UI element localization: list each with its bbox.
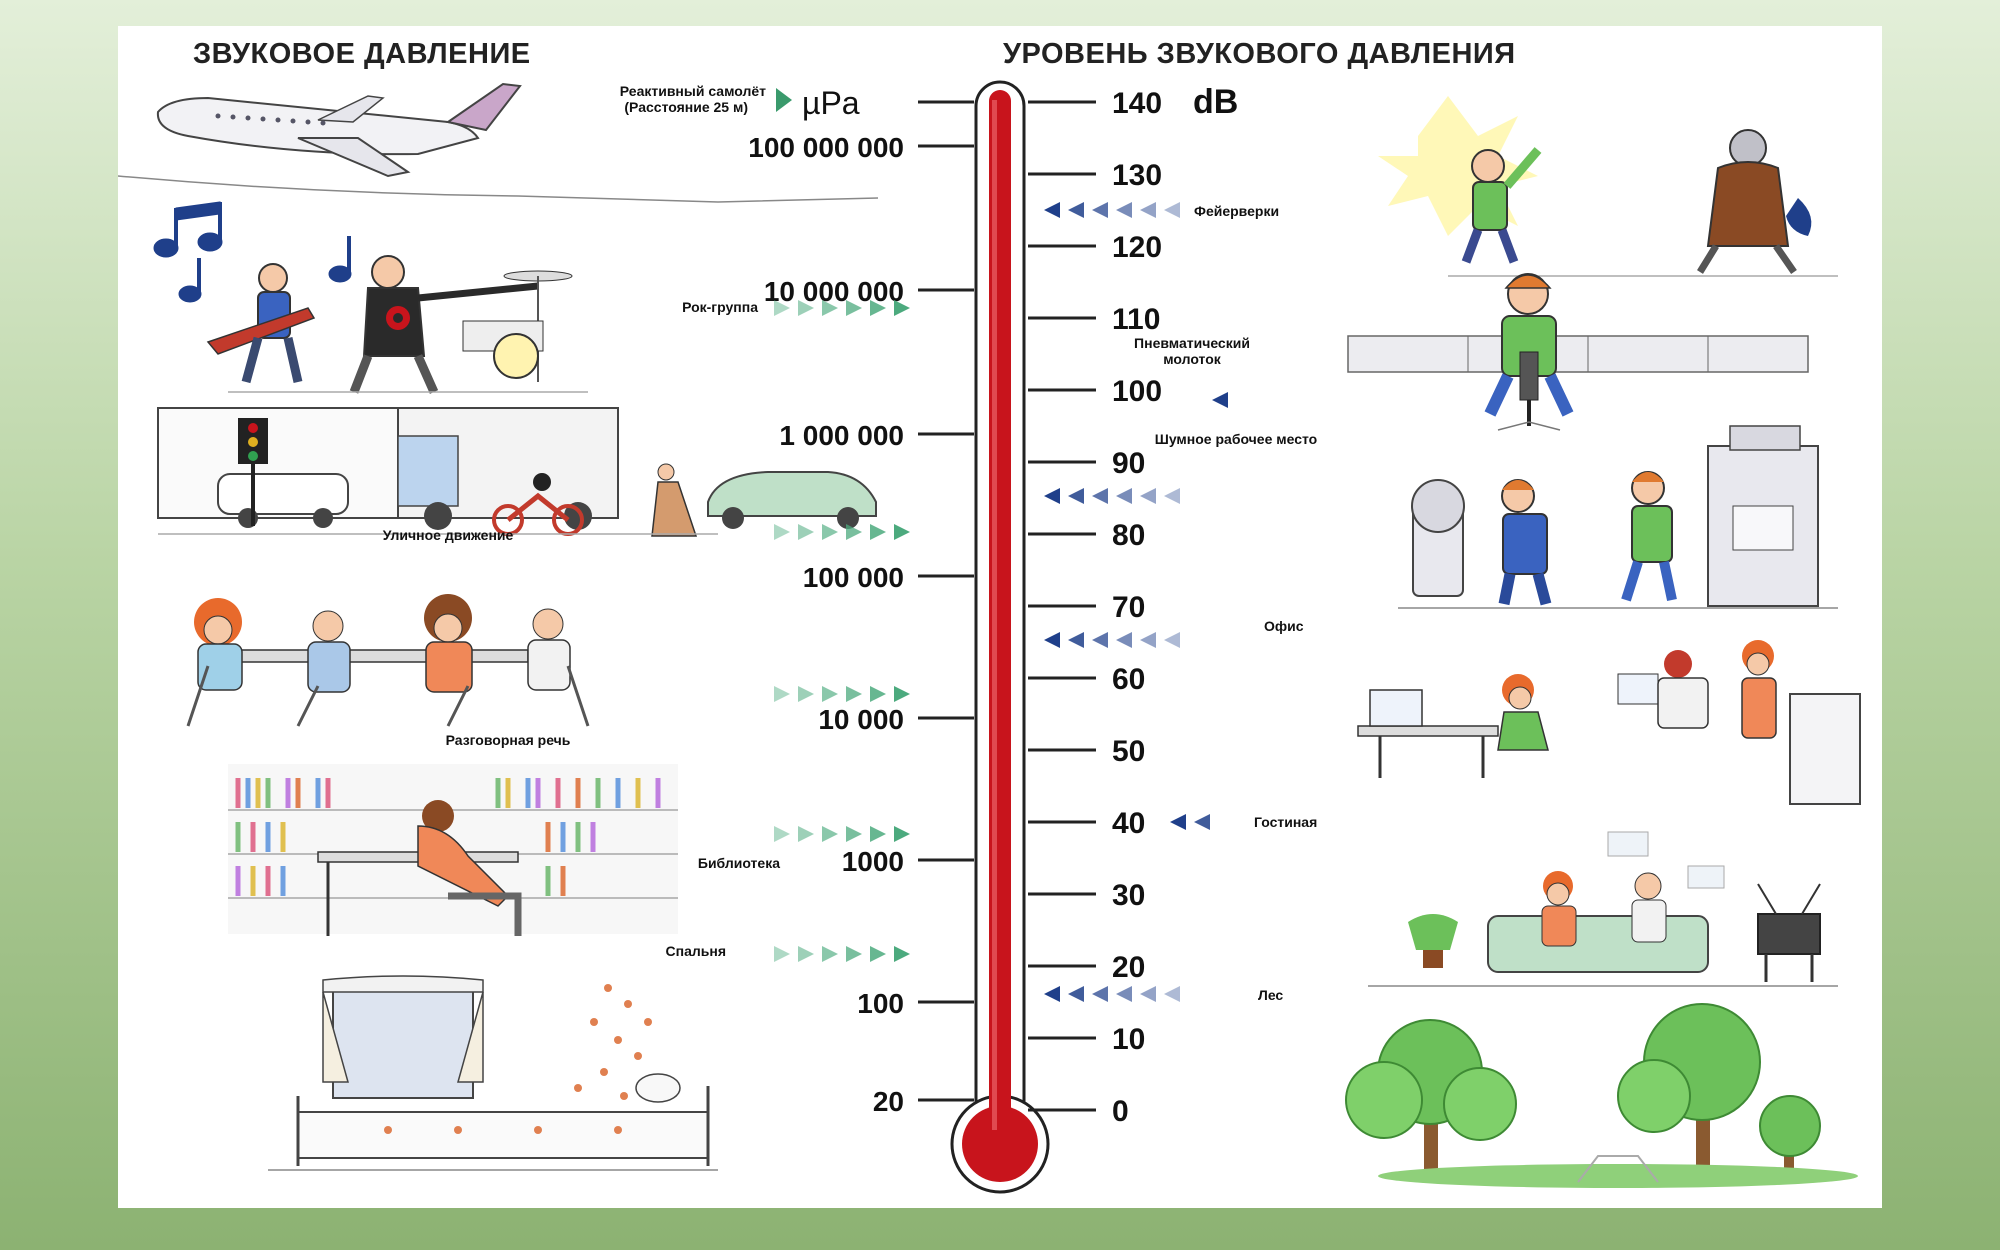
db-tick-30: 30 (1112, 879, 1145, 912)
sound-pressure-poster: ЗВУКОВОЕ ДАВЛЕНИЕ УРОВЕНЬ ЗВУКОВОГО ДАВЛ… (118, 26, 1882, 1208)
living-room-arrows (1170, 814, 1210, 830)
pressure-tick-1000000: 1 000 000 (779, 420, 904, 451)
label-street-traffic: Уличное движение (383, 527, 514, 543)
label-forest: Лес (1258, 987, 1283, 1003)
label-jet-line2: (Расстояние 25 м) (624, 99, 748, 115)
db-tick-60: 60 (1112, 663, 1145, 696)
db-tick-140: 140 (1112, 87, 1162, 120)
street-traffic-arrows (774, 524, 910, 540)
db-tick-0: 0 (1112, 1095, 1129, 1128)
rock-band-arrows (774, 300, 910, 316)
db-tick-10: 10 (1112, 1023, 1145, 1056)
pressure-tick-10000: 10 000 (818, 704, 904, 735)
db-tick-100: 100 (1112, 375, 1162, 408)
label-jackhammer-line1: Пневматический (1134, 335, 1250, 351)
forest-arrows (1044, 986, 1180, 1002)
jackhammer-icon (1347, 273, 1809, 431)
db-tick-90: 90 (1112, 447, 1145, 480)
label-bedroom: Спальня (666, 943, 726, 959)
thermometer (950, 80, 1050, 1194)
pressure-scale: 100 000 000 10 000 000 1 000 000 100 000… (748, 85, 974, 1117)
db-unit: dB (1193, 83, 1238, 121)
heading-sound-pressure-level: УРОВЕНЬ ЗВУКОВОГО ДАВЛЕНИЯ (1003, 38, 1516, 70)
fireworks-icon (1378, 96, 1838, 277)
label-fireworks: Фейерверки (1194, 203, 1279, 219)
forest-icon (1345, 1003, 1858, 1188)
pressure-unit: µPa (802, 85, 860, 121)
rock-band-icon (206, 255, 588, 394)
db-tick-130: 130 (1112, 159, 1162, 192)
fireworks-arrows (1044, 202, 1180, 218)
label-rock-band: Рок-группа (682, 299, 758, 315)
pressure-tick-20: 20 (873, 1086, 904, 1117)
conversation-arrows (774, 686, 910, 702)
pressure-tick-100000: 100 000 (803, 562, 904, 593)
label-conversation: Разговорная речь (446, 732, 571, 748)
db-tick-120: 120 (1112, 231, 1162, 264)
pressure-tick-10000000: 10 000 000 (764, 276, 904, 307)
pressure-tick-100: 100 (857, 988, 904, 1019)
music-notes-icon (153, 201, 352, 303)
label-jackhammer-line2: молоток (1163, 351, 1222, 367)
heading-sound-pressure: ЗВУКОВОЕ ДАВЛЕНИЕ (193, 38, 531, 70)
label-jet-line1: Реактивный самолёт (620, 83, 766, 99)
label-living-room: Гостиная (1254, 814, 1317, 830)
jet-arrow-icon (776, 88, 792, 112)
db-tick-110: 110 (1112, 303, 1160, 336)
library-arrows (774, 826, 910, 842)
jackhammer-arrow-icon (1212, 392, 1228, 408)
poster-drawing: 140 dB 130 120 110 100 90 80 70 60 50 40… (118, 80, 1861, 1194)
library-icon (228, 764, 678, 936)
db-tick-80: 80 (1112, 519, 1145, 552)
pressure-tick-100000000: 100 000 000 (748, 132, 904, 163)
label-noisy-workplace: Шумное рабочее место (1155, 431, 1317, 447)
office-arrows (1044, 632, 1180, 648)
label-office: Офис (1264, 618, 1304, 634)
db-tick-40: 40 (1112, 807, 1145, 840)
airplane-icon (118, 82, 879, 203)
bedroom-arrows (774, 946, 910, 962)
pressure-tick-1000: 1000 (842, 846, 904, 877)
db-tick-70: 70 (1112, 591, 1145, 624)
label-library: Библиотека (698, 855, 780, 871)
db-tick-20: 20 (1112, 951, 1145, 984)
conversation-icon (186, 594, 590, 727)
db-tick-50: 50 (1112, 735, 1145, 768)
db-scale: 140 dB 130 120 110 100 90 80 70 60 50 40… (1028, 83, 1238, 1128)
living-room-icon (1368, 831, 1838, 987)
noisy-workplace-arrows (1044, 488, 1180, 504)
workshop-icon (1398, 425, 1838, 609)
office-icon (1357, 640, 1861, 805)
bedroom-icon (268, 975, 718, 1171)
traffic-scene-icon (157, 407, 877, 537)
